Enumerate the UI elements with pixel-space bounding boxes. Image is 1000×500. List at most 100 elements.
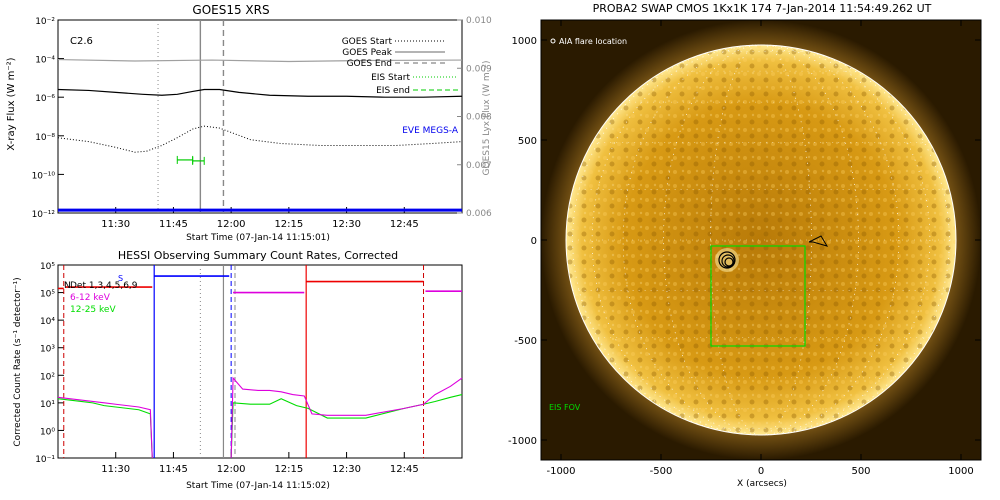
swap-ytick-label: -1000	[508, 436, 537, 447]
hessi-legend-12-25: 12-25 keV	[70, 305, 116, 315]
goes-legend: GOES Start GOES Peak GOES End EIS Start …	[342, 37, 459, 136]
goes-xlabel: Start Time (07-Jan-14 11:15:01)	[186, 233, 330, 243]
flare-contour	[724, 257, 734, 267]
goes-y2tick-label: 0.008	[466, 113, 492, 123]
hessi-xtick-label: 11:30	[101, 464, 130, 475]
eis-fov-label: EIS FOV	[549, 403, 581, 412]
goes-xtick-label: 11:30	[101, 219, 130, 230]
hessi-ytick-label: 10⁴	[40, 317, 55, 327]
legend-goes-peak: GOES Peak	[342, 48, 392, 58]
goes-ytick-label: 10⁻⁶	[35, 94, 55, 104]
swap-xtick-label: -1000	[546, 466, 575, 477]
hessi-legend-marker-s: S	[118, 274, 123, 283]
longitude-line	[572, 44, 950, 436]
goes-y2tick-label: 0.009	[466, 64, 492, 74]
legend-eve: EVE MEGS-A	[402, 126, 459, 136]
goes-ytick-label: 10⁻²	[35, 17, 55, 27]
legend-eis-start: EIS Start	[371, 73, 410, 83]
goes-ylabel: X-ray Flux (W m⁻²)	[6, 57, 17, 150]
goes-time-markers	[157, 20, 225, 213]
hessi-series-mid	[57, 396, 153, 459]
longitude-line	[591, 44, 931, 436]
goes-xrs-plot: GOES15 XRS 10⁻² 10⁻⁴ 10⁻⁶ 10⁻⁸ 10⁻¹⁰ 10⁻¹² 0.…	[6, 3, 492, 243]
goes-ytick-label: 10⁻¹⁰	[32, 171, 56, 181]
sun-texture	[566, 45, 956, 435]
swap-x-axis: -1000 -500 0 500 1000	[546, 20, 974, 477]
hessi-legend-6-12: 6-12 keV	[70, 293, 111, 303]
eis-fov-box	[710, 245, 806, 347]
swap-image	[541, 20, 981, 460]
goes-y2tick-label: 0.010	[466, 16, 492, 26]
legend-goes-start: GOES Start	[342, 37, 393, 47]
aia-flare-marker	[550, 38, 556, 44]
swap-image-panel: PROBA2 SWAP CMOS 1Kx1K 174 7-Jan-2014 11…	[508, 2, 982, 489]
hessi-legend-det: Det 1,3,4,5,6,9	[70, 281, 138, 291]
hessi-xlabel: Start Time (07-Jan-14 11:15:02)	[186, 481, 330, 491]
hessi-xtick-label: 12:00	[217, 464, 246, 475]
swap-xtick-label: 500	[851, 466, 870, 477]
hessi-y-axis: 10⁵ 10⁵ 10⁴ 10³ 10² 10¹ 10⁰ 10⁻¹	[35, 262, 64, 465]
swap-xtick-label: -500	[650, 466, 673, 477]
goes-plot-area	[57, 19, 463, 214]
swap-y-axis: 1000 500 0 -500 -1000	[508, 36, 981, 447]
goes-xtick-label: 11:45	[159, 219, 188, 230]
goes-xtick-label: 12:30	[332, 219, 361, 230]
hessi-series-night2	[230, 376, 463, 459]
hessi-legend-marker-n: N	[64, 281, 71, 291]
goes-y2label: GOES15 Lyx Flux (W m⁻²)	[482, 61, 492, 176]
hessi-series-night1	[230, 394, 463, 459]
swap-ytick-label: 500	[518, 136, 537, 147]
flare-contour	[718, 251, 736, 269]
goes-y2tick-label: 0.007	[466, 161, 492, 171]
aia-flare-label: AIA flare location	[559, 37, 627, 46]
hessi-series-low	[57, 398, 153, 459]
swap-ytick-label: -500	[514, 336, 537, 347]
swap-ytick-label: 1000	[512, 36, 537, 47]
hessi-ytick-label: 10²	[40, 372, 55, 382]
goes-title: GOES15 XRS	[192, 3, 269, 17]
hessi-xtick-label: 12:45	[390, 464, 419, 475]
goes-lyman-alpha	[57, 58, 463, 63]
legend-eis-end: EIS end	[376, 86, 410, 96]
hessi-plot-area	[57, 264, 463, 459]
goes-xtick-label: 12:15	[274, 219, 303, 230]
hessi-ylabel: Corrected Count Rate (s⁻¹ detector⁻¹)	[13, 277, 23, 446]
flare-contours	[715, 248, 739, 272]
hessi-ytick-label: 10³	[40, 345, 55, 355]
hessi-ytick-label: 10⁻¹	[35, 455, 55, 465]
goes-y2-axis: 0.010 0.009 0.008 0.007 0.006	[457, 16, 492, 219]
goes-long-channel	[57, 88, 463, 98]
longitude-line	[710, 44, 812, 436]
hessi-xtick-label: 12:15	[274, 464, 303, 475]
hessi-ytick-label: 10⁵	[40, 262, 55, 272]
hessi-plot: HESSI Observing Summary Count Rates, Cor…	[13, 249, 463, 491]
aia-contour	[808, 235, 829, 247]
swap-ytick-label: 0	[531, 236, 537, 247]
goes-ytick-label: 10⁻⁸	[35, 133, 55, 143]
goes-xtick-label: 12:00	[217, 219, 246, 230]
hessi-ytick-label: 10⁵	[40, 290, 55, 300]
hessi-ytick-label: 10¹	[40, 400, 55, 410]
swap-title: PROBA2 SWAP CMOS 1Kx1K 174 7-Jan-2014 11…	[593, 2, 932, 15]
hessi-x-axis: 11:30 11:45 12:00 12:15 12:30 12:45	[101, 452, 419, 475]
hessi-xtick-label: 12:30	[332, 464, 361, 475]
hessi-title: HESSI Observing Summary Count Rates, Cor…	[118, 249, 398, 262]
goes-ytick-label: 10⁻¹²	[32, 210, 56, 220]
flare-contour	[721, 254, 735, 268]
goes-y-axis: 10⁻² 10⁻⁴ 10⁻⁶ 10⁻⁸ 10⁻¹⁰ 10⁻¹²	[32, 17, 64, 220]
swap-xtick-label: 0	[758, 466, 764, 477]
hessi-time-markers	[63, 265, 425, 458]
swap-xtick-label: 1000	[948, 466, 973, 477]
hessi-ytick-label: 10⁰	[40, 427, 55, 437]
swap-xlabel: X (arcsecs)	[737, 479, 787, 489]
goes-ytick-label: 10⁻⁴	[35, 56, 55, 66]
goes-series	[57, 58, 463, 212]
hessi-xtick-label: 11:45	[159, 464, 188, 475]
legend-goes-end: GOES End	[347, 59, 392, 69]
goes-y2tick-label: 0.006	[466, 209, 492, 219]
goes-flare-class: C2.6	[70, 36, 93, 47]
hessi-legend: N Det 1,3,4,5,6,9 S 6-12 keV 12-25 keV	[64, 274, 138, 315]
goes-short-channel	[57, 125, 463, 153]
hessi-series	[57, 275, 463, 459]
